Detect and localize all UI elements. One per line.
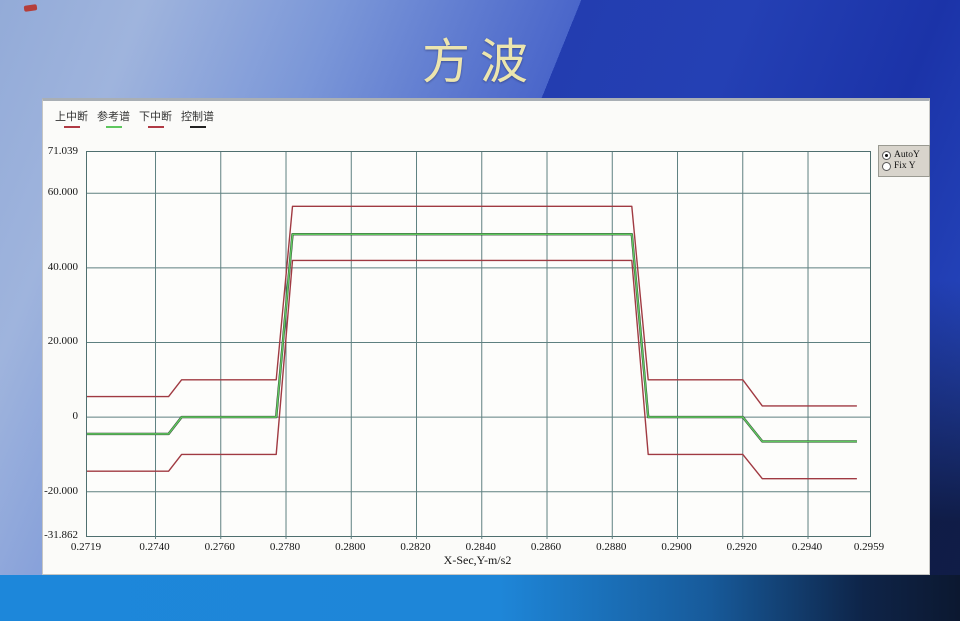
- y-tick-label: -31.862: [44, 529, 78, 541]
- y-tick-label: -20.000: [44, 484, 78, 497]
- legend-item: 下中断: [139, 111, 172, 128]
- legend-color-mark: [105, 126, 122, 128]
- legend-item: 上中断: [55, 111, 88, 128]
- red-speck-artifact: [23, 4, 38, 12]
- series-line-下中断: [87, 259, 857, 480]
- y-tick-label: 20.000: [47, 335, 78, 348]
- x-tick-label: 0.2900: [661, 541, 692, 553]
- radio-unselected-icon[interactable]: [882, 161, 891, 171]
- x-tick-label: 0.2719: [70, 541, 102, 553]
- legend-label: 上中断: [55, 111, 88, 123]
- legend-color-mark: [189, 126, 206, 128]
- slide-title: 方波: [421, 36, 538, 89]
- radio-option-autoy[interactable]: AutoY: [882, 150, 927, 160]
- radio-label: Fix Y: [894, 161, 916, 171]
- x-tick-label: 0.2920: [726, 541, 757, 553]
- x-tick-label: 0.2940: [791, 541, 823, 553]
- x-tick-label: 0.2800: [335, 541, 366, 553]
- legend-label: 下中断: [139, 111, 172, 123]
- x-tick-label: 0.2840: [465, 541, 496, 553]
- chart-panel: 上中断 参考谱 下中断 控制谱 71.039 60.000 40.000 20.000 0 -2…: [42, 98, 930, 575]
- y-tick-label: 60.000: [47, 186, 78, 199]
- radio-option-fix-y[interactable]: Fix Y: [882, 161, 927, 171]
- x-tick-label: 0.2860: [530, 541, 562, 553]
- slide-bottom-band: [0, 575, 960, 621]
- chart-legend: 上中断 参考谱 下中断 控制谱: [55, 107, 223, 128]
- x-axis-title: X-Sec,Y-m/s2: [443, 553, 512, 567]
- x-tick-label: 0.2780: [269, 541, 301, 553]
- x-tick-label: 0.2760: [204, 541, 235, 553]
- plot-area: [86, 151, 871, 539]
- waveform-canvas: [87, 152, 870, 539]
- background-shade: [928, 280, 960, 575]
- radio-selected-icon[interactable]: [882, 150, 891, 160]
- x-tick-label: 0.2959: [853, 541, 885, 553]
- y-scale-radio-group: AutoY Fix Y: [878, 145, 930, 177]
- legend-color-mark: [147, 126, 164, 128]
- legend-item: 参考谱: [97, 111, 130, 128]
- legend-label: 参考谱: [97, 111, 130, 123]
- legend-item: 控制谱: [181, 111, 214, 128]
- series-line-控制谱: [87, 232, 857, 443]
- x-tick-label: 0.2740: [139, 541, 170, 553]
- y-tick-label: 71.039: [47, 145, 78, 157]
- y-tick-label: 0: [72, 410, 79, 423]
- x-tick-label: 0.2820: [400, 541, 431, 553]
- series-line-上中断: [87, 205, 857, 407]
- legend-label: 控制谱: [181, 111, 214, 123]
- radio-label: AutoY: [894, 150, 920, 160]
- x-tick-label: 0.2880: [596, 541, 627, 553]
- y-tick-label: 40.000: [47, 260, 78, 273]
- series-line-参考谱: [87, 233, 857, 443]
- legend-color-mark: [63, 126, 80, 128]
